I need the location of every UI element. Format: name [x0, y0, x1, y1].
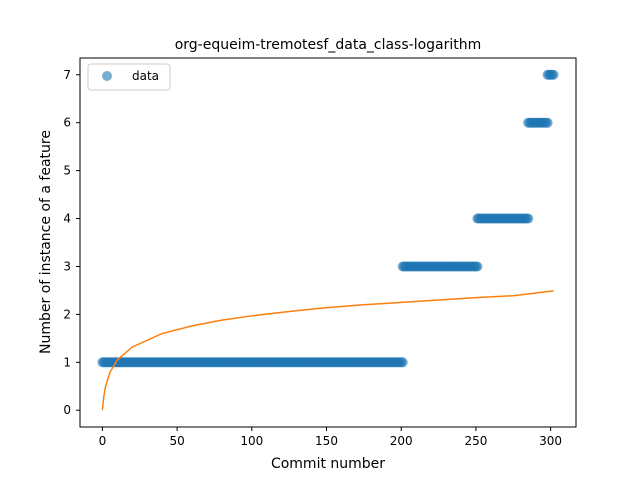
legend: data: [87, 63, 171, 91]
y-tick-label: 2: [63, 307, 71, 321]
y-axis-ticks: 0 1 2 3 4 5 6 7: [63, 68, 80, 417]
chart-title: org-equeim-tremotesf_data_class-logarith…: [175, 37, 482, 53]
x-tick-label: 0: [99, 434, 107, 448]
x-axis-ticks: 0 50 100 150 200 250 300: [99, 427, 562, 448]
x-tick-label: 300: [539, 434, 562, 448]
y-tick-label: 7: [63, 68, 71, 82]
x-tick-label: 250: [464, 434, 487, 448]
data-point: [523, 213, 534, 224]
fit-line: [101, 290, 554, 411]
y-tick-label: 0: [63, 403, 71, 417]
plot-area: [97, 69, 559, 411]
plot-frame: [79, 57, 577, 428]
data-point: [548, 69, 559, 80]
y-tick-label: 5: [63, 164, 71, 178]
x-tick-label: 200: [390, 434, 413, 448]
data-point: [472, 261, 483, 272]
legend-box: [87, 63, 171, 91]
data-point: [397, 357, 408, 368]
x-tick-label: 100: [240, 434, 263, 448]
y-tick-label: 6: [63, 116, 71, 130]
y-tick-label: 3: [63, 259, 71, 273]
y-axis-label: Number of instance of a feature: [38, 130, 54, 354]
y-tick-label: 1: [63, 355, 71, 369]
y-tick-label: 4: [63, 212, 71, 226]
x-axis-label: Commit number: [271, 456, 385, 472]
data-point: [542, 117, 553, 128]
x-tick-label: 150: [315, 434, 338, 448]
legend-marker-data: [102, 71, 112, 81]
x-tick-label: 50: [169, 434, 184, 448]
legend-label-data: data: [132, 69, 159, 83]
